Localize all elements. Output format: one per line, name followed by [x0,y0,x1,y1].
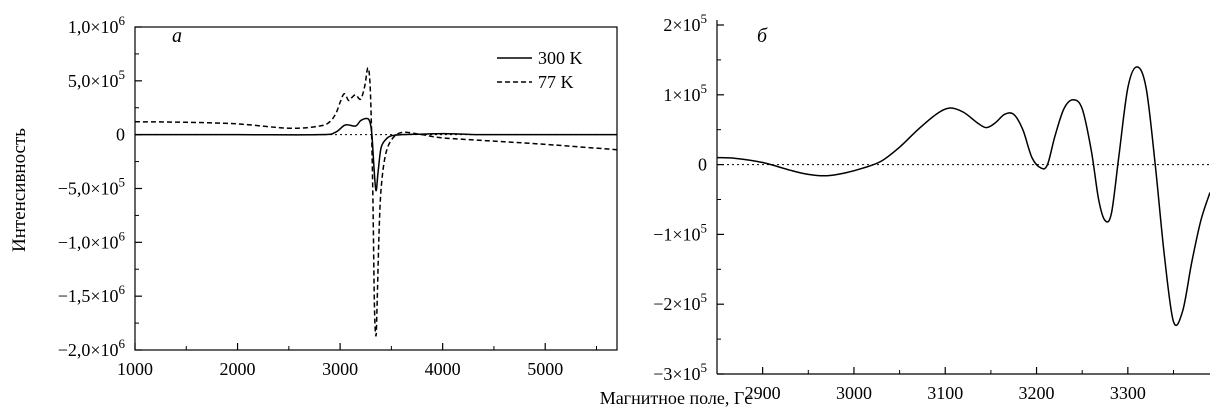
x-tick-label: 2900 [745,383,781,403]
y-tick-label: −2×105 [653,290,707,314]
x-ticks-a: 1000 2000 3000 4000 5000 [117,343,597,379]
x-tick-label: 4000 [425,359,461,379]
panel-a: 1,0×106 5,0×105 0 −5,0×105 −1,0×106 −1,5×106 −… [58,13,618,379]
series-a [134,67,618,337]
series-line-dashed-1 [134,67,618,337]
y-tick-label: 0 [698,155,707,175]
y-tick-label: 2×105 [663,11,707,35]
y-tick-label: −2,0×106 [58,336,126,360]
series-line-solid-0 [716,66,1210,327]
x-axis-label: Магнитное поле, Гс [600,388,753,408]
x-ticks-b: 2900 3000 3100 3200 3300 [716,367,1174,403]
x-tick-label: 3000 [836,383,872,403]
series-b [716,66,1210,327]
y-tick-label: 5,0×105 [68,67,125,91]
y-tick-label: 0 [116,125,125,145]
y-ticks-a: 1,0×106 5,0×105 0 −5,0×105 −1,0×106 −1,5×106 −… [58,13,142,360]
y-tick-label: −5,0×105 [58,175,125,199]
y-tick-label: 1×105 [663,81,707,105]
x-tick-label: 3300 [1110,383,1146,403]
x-tick-label: 3000 [322,359,358,379]
x-tick-label: 2000 [220,359,256,379]
y-tick-label: 1,0×106 [68,13,126,37]
y-tick-label: −1×105 [653,220,707,244]
x-tick-label: 1000 [117,359,153,379]
y-tick-label: −1,5×106 [58,282,126,306]
y-ticks-b: 2×105 1×105 0 −1×105 −2×105 −3×105 [653,11,724,384]
panel-label-b: б [757,25,768,47]
x-tick-label: 3200 [1019,383,1055,403]
y-tick-label: −1,0×106 [58,228,126,252]
y-axis-label: Интенсивность [9,128,30,252]
legend: 300 K 77 K [497,48,583,92]
legend-label-77k: 77 K [538,72,574,92]
panel-b: 2×105 1×105 0 −1×105 −2×105 −3×105 2900 3000 31… [653,11,1210,403]
panel-label-a: а [172,25,182,47]
x-tick-label: 5000 [527,359,563,379]
series-line-solid-0 [134,117,617,192]
legend-label-300k: 300 K [538,48,583,68]
y-tick-label: −3×105 [653,360,707,384]
x-tick-label: 3100 [927,383,963,403]
